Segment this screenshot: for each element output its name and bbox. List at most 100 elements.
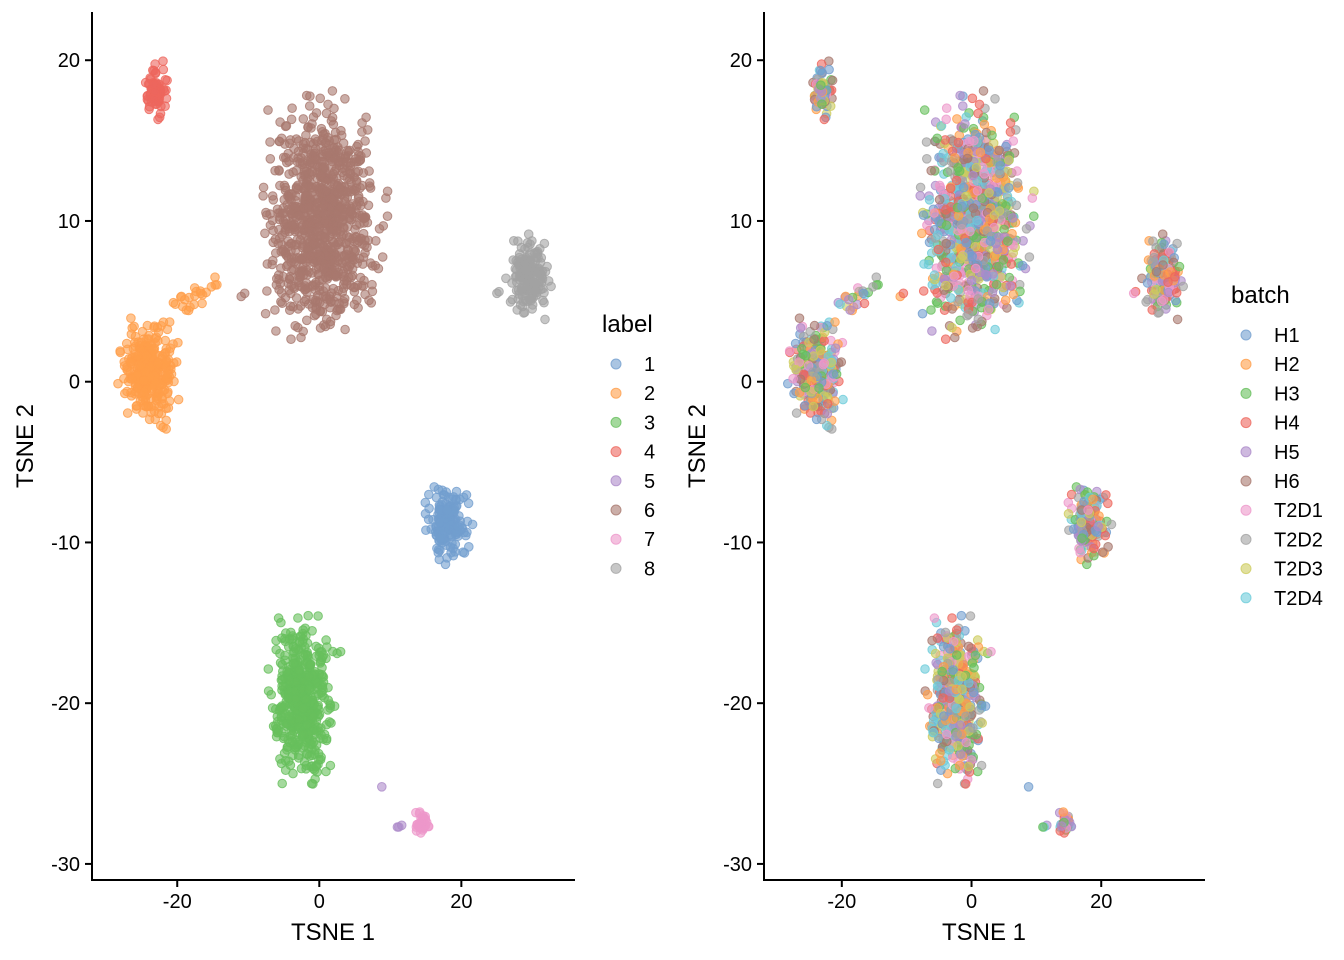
data-point-H1: [948, 665, 959, 675]
data-point-H2: [953, 211, 964, 221]
data-point-T2D1: [961, 737, 972, 748]
data-point-T2D1: [1075, 547, 1085, 558]
data-point-T2D1: [969, 135, 979, 146]
data-point-6: [296, 332, 306, 343]
legend-key: [1240, 475, 1252, 487]
data-point-3: [313, 611, 323, 621]
data-point-3: [316, 723, 326, 733]
data-point-8: [513, 236, 523, 246]
data-point-H2: [975, 147, 986, 158]
data-point-2: [126, 313, 136, 324]
data-point-H6: [941, 238, 952, 249]
data-point-1: [454, 511, 464, 521]
data-point-T2D4: [822, 420, 832, 431]
data-point-2: [153, 358, 163, 368]
data-point-6: [363, 200, 374, 211]
data-point-6: [357, 127, 367, 137]
data-point-2: [144, 414, 155, 425]
data-point-H6: [1151, 266, 1162, 277]
y-axis-title: TSNE 2: [12, 404, 39, 488]
data-point-H3: [1174, 261, 1185, 272]
data-point-7: [415, 807, 425, 817]
data-point-8: [539, 238, 550, 249]
data-point-H4: [1005, 118, 1016, 128]
data-point-H4: [974, 99, 985, 110]
data-point-2: [141, 351, 152, 361]
data-point-6: [300, 137, 310, 148]
data-point-T2D2: [1148, 257, 1158, 268]
data-point-6: [291, 293, 302, 303]
data-point-6: [268, 195, 279, 205]
data-point-4: [149, 80, 159, 90]
data-point-H5: [845, 305, 855, 315]
data-point-2: [141, 401, 151, 412]
legend-label: 5: [644, 471, 655, 493]
data-point-T2D2: [1178, 281, 1188, 292]
data-point-6: [303, 220, 314, 230]
data-point-H3: [932, 298, 943, 309]
data-point-T2D3: [984, 188, 994, 198]
y-tick-label: -20: [51, 693, 80, 715]
data-point-6: [321, 108, 332, 119]
data-point-H2: [958, 660, 968, 670]
legend-key: [1240, 504, 1252, 516]
data-point-T2D4: [929, 270, 940, 280]
data-point-1: [453, 521, 463, 532]
data-point-H4: [967, 93, 978, 104]
data-point-H4: [819, 336, 830, 346]
data-point-T2D1: [983, 304, 994, 315]
data-point-3: [326, 718, 336, 728]
data-point-H5: [1005, 281, 1016, 291]
data-point-8: [537, 272, 547, 282]
data-point-6: [353, 191, 364, 201]
data-point-H3: [967, 658, 978, 668]
data-point-8: [507, 278, 517, 288]
data-point-3: [273, 716, 283, 727]
data-point-6: [308, 191, 319, 202]
legend-key: [1240, 563, 1252, 575]
data-point-H3: [1003, 236, 1013, 246]
data-point-H3: [952, 650, 962, 660]
data-point-6: [349, 255, 360, 265]
data-point-T2D2: [1148, 236, 1158, 246]
data-point-T2D1: [971, 263, 981, 274]
data-point-T2D3: [808, 351, 819, 361]
data-point-H5: [958, 101, 968, 111]
points-layer: [113, 56, 556, 838]
data-point-H4: [819, 114, 830, 125]
data-point-5: [377, 782, 387, 792]
data-point-6: [355, 155, 365, 165]
legend-item-7: 7: [610, 529, 655, 551]
data-point-H1: [815, 65, 826, 76]
data-point-2: [197, 298, 207, 309]
data-point-T2D1: [948, 753, 958, 763]
data-point-6: [287, 103, 297, 113]
data-point-2: [206, 282, 217, 292]
legend-key: [1240, 533, 1252, 545]
data-point-T2D2: [1154, 307, 1164, 318]
legend-label: 4: [644, 442, 655, 464]
data-point-6: [300, 211, 310, 221]
data-point-T2D2: [963, 309, 974, 320]
data-point-H5: [966, 275, 977, 286]
data-point-6: [291, 183, 302, 194]
data-point-6: [277, 230, 288, 240]
data-point-H3: [926, 305, 936, 315]
data-point-6: [381, 193, 391, 203]
data-point-3: [282, 666, 292, 677]
data-point-6: [273, 270, 284, 280]
data-point-T2D3: [957, 671, 967, 682]
data-point-6: [364, 178, 375, 188]
data-point-8: [538, 295, 548, 306]
data-point-6: [286, 334, 296, 345]
data-point-4: [158, 56, 168, 67]
data-point-H4: [951, 175, 962, 186]
data-point-2: [148, 345, 159, 356]
data-point-3: [302, 749, 313, 760]
data-point-T2D4: [932, 681, 943, 692]
legend-title: batch: [1231, 282, 1290, 309]
data-point-3: [308, 779, 318, 789]
legend-key: [610, 504, 622, 516]
data-point-H3: [814, 383, 824, 393]
